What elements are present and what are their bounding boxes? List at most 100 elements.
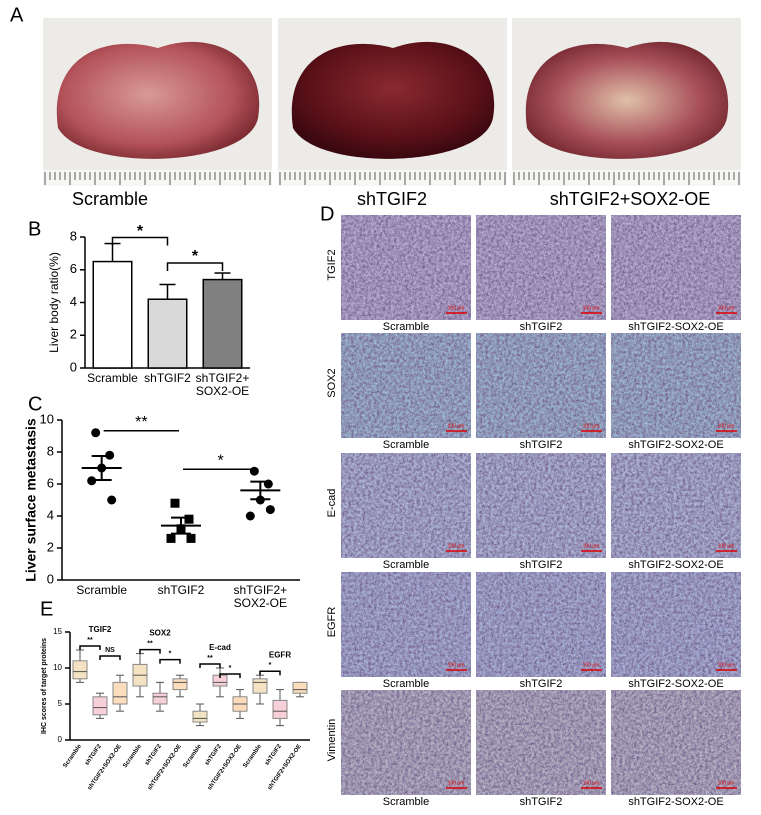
x-tick-label: Scramble [63,743,84,769]
y-tick-label: 6 [70,261,77,276]
box [152,692,168,705]
box [292,681,308,694]
scale-bar-label: 100 μm [718,780,735,786]
group-caption: shTGIF2-SOX2-OE [628,321,723,333]
group-caption: shTGIF2-SOX2-OE [628,439,723,451]
significance-label: * [169,650,172,657]
x-tick-label: shTGIF2 [144,371,191,385]
box [272,699,288,719]
y-tick-label: 8 [70,228,77,243]
scale-bar-label: 100 μm [448,662,465,668]
bar [202,278,243,369]
marker-label: EGFR [326,607,338,638]
group-caption: Scramble [383,321,429,333]
x-tick-label: Scramble [183,743,204,769]
scale-bar-label: 100 μm [448,423,465,429]
photo-caption: Scramble [72,189,148,209]
y-axis-label: Liver body ratio(%) [47,252,61,353]
significance-label: * [229,665,232,672]
box [92,696,108,716]
y-tick-label: 2 [47,539,54,554]
group-caption: shTGIF2-SOX2-OE [628,796,723,808]
marker-label: SOX2 [326,368,338,397]
group-caption: shTGIF2-SOX2-OE [628,559,723,571]
y-tick-label: 0 [47,571,54,586]
significance-bracket [219,673,241,678]
group-caption: shTGIF2-SOX2-OE [628,678,723,690]
ihc-texture [611,215,741,320]
box [252,678,268,694]
ihc-texture [476,215,606,320]
scale-bar-label: 100 μm [583,780,600,786]
y-tick-label: 0 [58,735,63,744]
panel-label: B [28,218,41,240]
ihc-texture [611,333,741,438]
significance-bracket [166,262,224,272]
data-point [166,533,176,543]
x-tick-label: shTGIF2+ SOX2-OE [233,583,288,611]
x-tick-label: shTGIF2 [144,743,163,767]
scale-bar-label: 100 μm [583,423,600,429]
group-caption: Scramble [383,559,429,571]
x-tick-label: Scramble [243,743,264,769]
significance-label: ** [135,414,147,431]
significance-label: * [218,452,224,469]
marker-label: E-cad [326,489,338,518]
ihc-texture [341,572,471,677]
data-point [170,498,180,508]
ruler [512,170,741,186]
ihc-texture [611,690,741,795]
x-tick-label: shTGIF2+ SOX2-OE [195,371,250,399]
scale-bar-label: 100 μm [448,780,465,786]
x-tick-label: Scramble [123,743,144,769]
group-caption: shTGIF2 [520,796,563,808]
scale-bar-label: 100 μm [718,305,735,311]
box [172,678,188,691]
box [112,681,128,705]
scale-bar-label: 100 μm [718,423,735,429]
significance-label: ** [207,655,213,662]
box [72,660,88,680]
panel-label: A [10,4,24,26]
liver-photo [56,41,260,159]
liver-photo [525,41,729,159]
ihc-texture [476,333,606,438]
data-point [91,428,101,438]
significance-bracket [139,648,161,654]
ruler [278,170,507,186]
significance-label: * [137,223,144,240]
data-point [249,466,259,476]
significance-bracket [159,658,181,664]
ihc-texture [476,572,606,677]
group-label: TGIF2 [89,625,112,634]
scale-bar-label: 100 μm [583,305,600,311]
group-label: E-cad [209,643,231,652]
ihc-texture [341,453,471,558]
data-point [245,511,255,521]
ihc-texture [611,572,741,677]
group-caption: shTGIF2 [520,321,563,333]
y-tick-label: 8 [47,443,54,458]
ihc-texture [476,690,606,795]
ihc-texture [341,690,471,795]
significance-label: * [269,662,272,669]
ihc-texture [341,215,471,320]
bar [147,298,188,369]
group-caption: shTGIF2 [520,678,563,690]
significance-bracket [99,655,121,660]
group-caption: Scramble [383,678,429,690]
x-tick-label: shTGIF2 [157,583,205,597]
significance-bracket [111,236,169,246]
x-tick-label: shTGIF2 [204,743,223,767]
significance-label: ** [147,640,153,647]
liver-photo [291,41,495,159]
photo-caption: shTGIF2 [357,189,427,209]
group-label: SOX2 [149,629,171,638]
y-tick-label: 15 [53,627,62,636]
scale-bar-label: 100 μm [448,305,465,311]
scale-bar-label: 100 μm [583,543,600,549]
group-caption: Scramble [383,796,429,808]
scale-bar-label: 100 μm [448,543,465,549]
panel-label: C [28,393,42,415]
